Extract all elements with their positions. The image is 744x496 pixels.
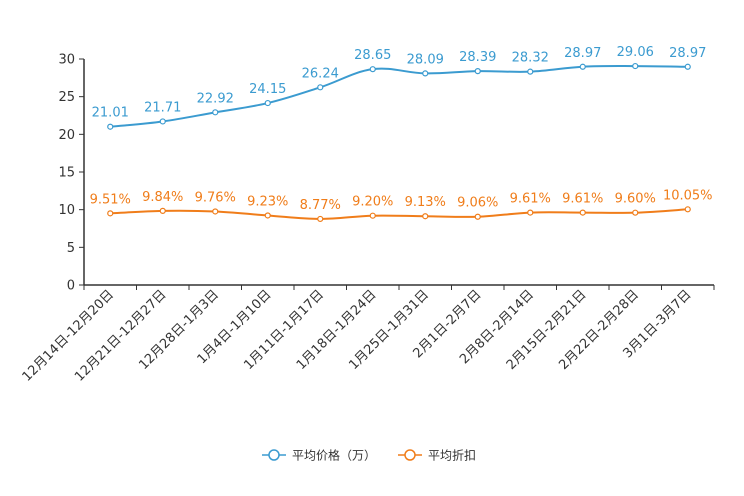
axes: 05101520253012月14日-12月20日12月21日-12月27日12…: [20, 53, 715, 385]
data-label: 26.24: [302, 66, 339, 81]
data-label: 28.97: [564, 46, 601, 61]
data-point[interactable]: [684, 63, 691, 70]
data-point[interactable]: [527, 209, 534, 216]
y-tick-label: 15: [58, 166, 75, 181]
data-label: 9.60%: [615, 192, 656, 207]
y-tick-label: 10: [58, 203, 75, 218]
data-label: 10.05%: [663, 188, 713, 203]
data-point[interactable]: [107, 123, 114, 130]
data-label: 22.92: [197, 91, 234, 106]
data-point[interactable]: [527, 68, 534, 75]
data-label: 9.23%: [247, 194, 288, 209]
legend-label: 平均价格（万）: [292, 448, 376, 463]
y-tick-label: 20: [58, 128, 75, 143]
legend-marker-icon: [404, 449, 416, 461]
data-point[interactable]: [422, 213, 429, 220]
data-point[interactable]: [317, 215, 324, 223]
data-label: 24.15: [249, 82, 286, 97]
data-point[interactable]: [264, 99, 271, 107]
legend-item-2[interactable]: 平均折扣: [398, 448, 476, 463]
legend-item-1[interactable]: 平均价格（万）: [262, 448, 376, 463]
series-line: [110, 65, 688, 128]
legend-marker-icon: [268, 449, 280, 461]
data-point[interactable]: [474, 213, 481, 220]
data-label: 9.76%: [195, 190, 236, 205]
data-point[interactable]: [264, 212, 271, 219]
data-point[interactable]: [317, 84, 324, 91]
data-point[interactable]: [107, 210, 114, 217]
data-point[interactable]: [422, 70, 429, 77]
x-tick-label: 12月21日-12月27日: [72, 287, 169, 384]
y-tick-label: 5: [67, 241, 75, 256]
data-label: 21.71: [144, 100, 181, 115]
data-point[interactable]: [159, 118, 166, 125]
data-label: 9.61%: [510, 192, 551, 207]
series-line: [110, 208, 688, 220]
data-point[interactable]: [369, 66, 376, 73]
data-label: 28.09: [407, 52, 444, 67]
series-1: 21.01 21.71 22.92 24.15 26.24 28.65 28.09 28.39…: [92, 45, 706, 130]
data-point[interactable]: [684, 206, 691, 213]
data-point[interactable]: [212, 109, 219, 116]
y-tick-label: 0: [67, 279, 75, 294]
data-label: 9.20%: [352, 195, 393, 210]
x-tick-label: 12月14日-12月20日: [20, 287, 117, 384]
data-label: 28.32: [512, 51, 549, 66]
data-label: 28.65: [354, 48, 391, 63]
legend-label: 平均折扣: [428, 448, 476, 463]
y-tick-label: 25: [58, 90, 75, 105]
data-label: 9.84%: [142, 190, 183, 205]
data-point[interactable]: [579, 209, 586, 216]
data-label: 28.39: [459, 50, 496, 65]
data-label: 8.77%: [300, 198, 341, 213]
data-point[interactable]: [159, 207, 166, 214]
legend[interactable]: 平均价格（万） 平均折扣: [262, 448, 476, 463]
data-point[interactable]: [369, 212, 376, 219]
data-label: 29.06: [617, 45, 654, 60]
data-point[interactable]: [474, 68, 481, 75]
series-layer: 21.01 21.71 22.92 24.15 26.24 28.65 28.09 28.39…: [90, 45, 713, 223]
data-label: 9.61%: [562, 192, 603, 207]
data-point[interactable]: [212, 208, 219, 215]
data-point[interactable]: [632, 62, 639, 70]
data-label: 9.51%: [90, 192, 131, 207]
data-label: 21.01: [92, 106, 129, 121]
data-label: 9.13%: [405, 195, 446, 210]
data-label: 28.97: [669, 46, 706, 61]
data-label: 9.06%: [457, 196, 498, 211]
y-tick-label: 30: [58, 53, 75, 68]
series-2: 9.51% 9.84% 9.76% 9.23% 8.77% 9.20% 9.13% 9.06%…: [90, 188, 713, 223]
data-point[interactable]: [579, 63, 586, 70]
data-point[interactable]: [632, 209, 639, 216]
